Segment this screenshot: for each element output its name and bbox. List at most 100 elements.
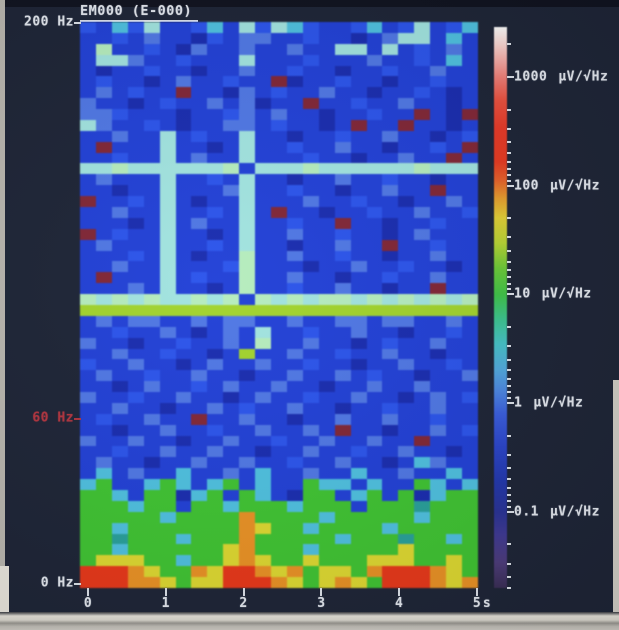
- heatmap-cell: [207, 304, 224, 316]
- heatmap-cell: [462, 228, 478, 240]
- heatmap-cell: [398, 479, 415, 491]
- heatmap-cell: [223, 424, 240, 436]
- heatmap-cell: [159, 65, 176, 77]
- heatmap-cell: [414, 348, 431, 360]
- heatmap-cell: [398, 402, 415, 414]
- heatmap-cell: [111, 43, 128, 55]
- heatmap-cell: [175, 65, 192, 77]
- heatmap-cell: [430, 424, 447, 436]
- heatmap-cell: [366, 315, 383, 327]
- heatmap-cell: [239, 76, 256, 88]
- heatmap-cell: [414, 98, 431, 110]
- colorbar-minor-tick: [507, 377, 511, 380]
- heatmap-cell: [286, 522, 303, 534]
- heatmap-cell: [111, 228, 128, 240]
- heatmap-cell: [366, 566, 383, 578]
- heatmap-cell: [430, 294, 447, 305]
- heatmap-cell: [143, 65, 160, 77]
- heatmap-cell: [382, 185, 399, 197]
- heatmap-cell: [382, 326, 399, 338]
- heatmap-cell: [366, 555, 383, 567]
- heatmap-cell: [446, 294, 463, 305]
- heatmap-cell: [239, 457, 256, 469]
- heatmap-cell: [318, 54, 335, 66]
- heatmap-cell: [430, 65, 447, 77]
- heatmap-cell: [255, 54, 272, 66]
- heatmap-cell: [286, 294, 303, 305]
- heatmap-cell: [350, 315, 367, 327]
- heatmap-cell: [302, 22, 319, 33]
- heatmap-cell: [239, 544, 256, 556]
- heatmap-cell: [175, 261, 192, 273]
- heatmap-cell: [271, 315, 287, 327]
- heatmap-cell: [207, 566, 224, 578]
- heatmap-cell: [350, 185, 367, 197]
- heatmap-cell: [239, 577, 256, 588]
- heatmap-cell: [255, 207, 272, 218]
- heatmap-cell: [286, 413, 303, 425]
- heatmap-cell: [350, 65, 367, 77]
- heatmap-cell: [271, 261, 287, 273]
- heatmap-cell: [143, 381, 160, 393]
- heatmap-cell: [430, 402, 447, 414]
- colorbar-label-value: 1000: [514, 69, 548, 85]
- heatmap-cell: [223, 119, 240, 131]
- heatmap-cell: [366, 109, 383, 120]
- heatmap-cell: [175, 533, 192, 545]
- heatmap-cell: [271, 555, 287, 567]
- heatmap-cell: [350, 261, 367, 273]
- heatmap-cell: [255, 533, 272, 545]
- heatmap-cell: [462, 381, 478, 393]
- heatmap-cell: [318, 522, 335, 534]
- heatmap-cell: [95, 468, 112, 480]
- heatmap-cell: [334, 163, 351, 175]
- heatmap-cell: [430, 577, 447, 588]
- heatmap-cell: [366, 457, 383, 469]
- heatmap-cell: [127, 381, 144, 393]
- heatmap-cell: [462, 359, 478, 371]
- heatmap-cell: [143, 196, 160, 208]
- heatmap-cell: [95, 163, 112, 175]
- heatmap-cell: [302, 130, 319, 142]
- colorbar-minor-tick: [507, 217, 511, 220]
- heatmap-cell: [382, 228, 399, 240]
- heatmap-cell: [430, 163, 447, 175]
- y-axis-tick: [74, 418, 81, 421]
- heatmap-cell: [80, 87, 96, 99]
- heatmap-cell: [398, 315, 415, 327]
- heatmap-cell: [111, 533, 128, 545]
- heatmap-cell: [414, 54, 431, 66]
- heatmap-cell: [143, 32, 160, 44]
- x-tick-label: 1: [161, 596, 170, 611]
- heatmap-cell: [255, 490, 272, 501]
- heatmap-cell: [271, 359, 287, 371]
- heatmap-cell: [143, 370, 160, 382]
- heatmap-cell: [111, 109, 128, 120]
- colorbar-minor-tick: [507, 260, 511, 263]
- heatmap-cell: [127, 315, 144, 327]
- heatmap-cell: [143, 174, 160, 186]
- heatmap-cell: [350, 522, 367, 534]
- heatmap-cell: [175, 196, 192, 208]
- heatmap-cell: [318, 511, 335, 523]
- heatmap-cell: [318, 435, 335, 447]
- heatmap-cell: [350, 174, 367, 186]
- heatmap-cell: [462, 522, 478, 534]
- heatmap-cell: [430, 544, 447, 556]
- heatmap-cell: [366, 185, 383, 197]
- heatmap-cell: [143, 424, 160, 436]
- heatmap-cell: [318, 533, 335, 545]
- heatmap-cell: [462, 577, 478, 588]
- heatmap-cell: [159, 130, 176, 142]
- heatmap-cell: [398, 381, 415, 393]
- heatmap-cell: [382, 544, 399, 556]
- heatmap-cell: [334, 435, 351, 447]
- heatmap-cell: [159, 457, 176, 469]
- heatmap-cell: [414, 283, 431, 295]
- heatmap-cell: [446, 413, 463, 425]
- heatmap-cell: [462, 435, 478, 447]
- heatmap-cell: [159, 566, 176, 578]
- heatmap-cell: [175, 217, 192, 229]
- heatmap-cell: [207, 141, 224, 153]
- heatmap-cell: [255, 196, 272, 208]
